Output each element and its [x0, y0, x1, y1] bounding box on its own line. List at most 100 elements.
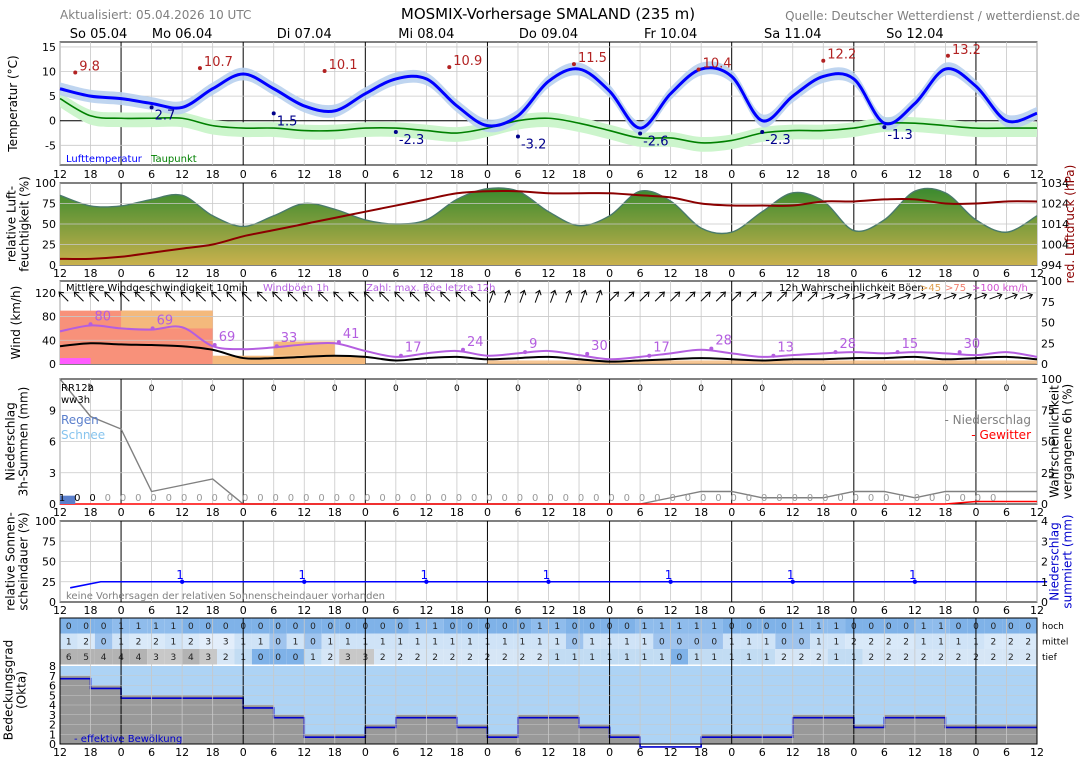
y-tick-label: 0 [49, 115, 56, 128]
hour-tick-label: 6 [392, 168, 399, 181]
cloud-cell-value: 6 [66, 653, 72, 663]
wind-direction-arrow [897, 292, 911, 300]
cloud-cell-value: 2 [886, 653, 892, 663]
precip-3h-value: 0 [822, 493, 828, 504]
cloud-cell-value: 3 [153, 653, 159, 663]
arrow-head [302, 291, 309, 298]
wind-direction-arrow [943, 292, 957, 300]
hour-tick-label: 18 [938, 168, 952, 181]
precip-sum-point [179, 579, 185, 584]
cloud-row-label: mittel [1042, 638, 1068, 648]
min-temp-point [515, 134, 520, 139]
arrow-shaft [410, 292, 420, 302]
precip-3h-value: 0 [349, 493, 355, 504]
wind-direction-arrow [488, 289, 496, 303]
hour-tick-label: 12 [175, 604, 189, 617]
cloud-cell [984, 618, 1003, 634]
y-tick-label: 4 [49, 699, 56, 712]
max-gust-label: 24 [467, 335, 484, 350]
hour-tick-label: 0 [728, 746, 735, 759]
arrow-head [519, 289, 527, 296]
precip-3h-value: 0 [654, 493, 660, 504]
cloud-cell-value: 2 [781, 653, 787, 663]
cloud-cell [251, 618, 270, 634]
wind-direction-arrow [821, 292, 835, 300]
cloud-cell-value: 1 [711, 653, 717, 663]
cloud-cell [1019, 618, 1037, 634]
precip-3h-value: 0 [868, 493, 874, 504]
hour-tick-label: 12 [542, 168, 556, 181]
wind-direction-arrow [654, 291, 665, 302]
thunder-probability-line [60, 500, 1037, 505]
cloud-cell-value: 0 [676, 638, 682, 648]
hour-tick-label: 18 [84, 604, 98, 617]
cloud-cell [862, 618, 880, 634]
precip-3h-value: 0 [608, 493, 614, 504]
wind-direction-arrow [409, 291, 420, 302]
cloud-cell [1019, 633, 1037, 649]
rr12h-value: 0 [271, 384, 277, 394]
cloud-cell [496, 633, 514, 649]
cloud-cell [531, 633, 549, 649]
hour-tick-label: 12 [1030, 267, 1044, 280]
precip-3h-value: 0 [624, 493, 630, 504]
axis-title-line: relative Luft- [5, 186, 19, 262]
hour-tick-label: 6 [637, 604, 644, 617]
temperature-band [60, 61, 1037, 135]
max-temp-label: 9.8 [79, 60, 100, 75]
hour-tick-label: 12 [542, 604, 556, 617]
cloud-cell-value: 2 [397, 653, 403, 663]
hour-tick-label: 18 [694, 267, 708, 280]
cloud-cell [251, 649, 270, 665]
cloud-cell [374, 618, 392, 634]
axis-title-line: Wahrscheinlichkeit [1048, 385, 1062, 498]
arrow-shaft [471, 292, 481, 302]
cloud-cell [862, 649, 880, 665]
hour-tick-label: 18 [84, 506, 98, 519]
cloud-cell-value: 0 [711, 638, 717, 648]
arrow-head [1027, 292, 1034, 300]
arrow-head [920, 292, 927, 300]
cloud-cell-value: 1 [642, 622, 648, 632]
arrow-head [828, 292, 835, 300]
y-tick-label: 15 [42, 41, 56, 54]
cloud-cell [740, 618, 758, 634]
cloud-cell-value: 1 [816, 638, 822, 648]
source-label: Quelle: Deutscher Wetterdienst / wetterd… [785, 9, 1080, 23]
cloud-cell-value: 2 [432, 653, 438, 663]
cloud-cell [531, 618, 549, 634]
wind-direction-arrow [256, 291, 268, 302]
cloud-cell [94, 633, 113, 649]
max-gust-label: 15 [902, 337, 919, 352]
hour-tick-label: 12 [786, 506, 800, 519]
y-tick-label-right: 3 [1041, 535, 1048, 548]
legend-gust: Windböen 1h [263, 283, 329, 294]
day-labels: So 05.04 Mo 06.04 Di 07.04 Mi 08.04 Do 09.04… [70, 27, 944, 42]
cloud-cell-value: 1 [293, 638, 299, 648]
cloud-cell-value: 1 [415, 638, 421, 648]
arrow-shaft [349, 292, 359, 302]
cloud-cell-value: 0 [258, 622, 264, 632]
hour-tick-label: 12 [908, 267, 922, 280]
cloud-cell-value: 1 [450, 638, 456, 648]
cloud-cell-value: 1 [136, 622, 142, 632]
max-temp-point [322, 69, 327, 74]
rr12h-value: 0 [576, 384, 582, 394]
hour-tick-label: 18 [206, 746, 220, 759]
pressure-line [59, 189, 1038, 261]
cloud-cell [914, 618, 933, 634]
hour-tick-label: 0 [484, 746, 491, 759]
y-tick-label-right: 0 [1041, 358, 1048, 371]
cloud-cell-value: 0 [223, 622, 229, 632]
precip-3h-value: 0 [731, 493, 737, 504]
hour-tick-label: 6 [881, 267, 888, 280]
hour-tick-label: 18 [694, 746, 708, 759]
precip-3h-value: 0 [837, 493, 843, 504]
hour-tick-label: 12 [175, 168, 189, 181]
hour-tick-label: 0 [606, 168, 613, 181]
cloud-cell-value: 1 [694, 653, 700, 663]
min-temp-point [393, 130, 398, 135]
arrow-head [226, 291, 232, 298]
cloud-cell [339, 633, 357, 649]
arrow-shaft [807, 292, 817, 302]
